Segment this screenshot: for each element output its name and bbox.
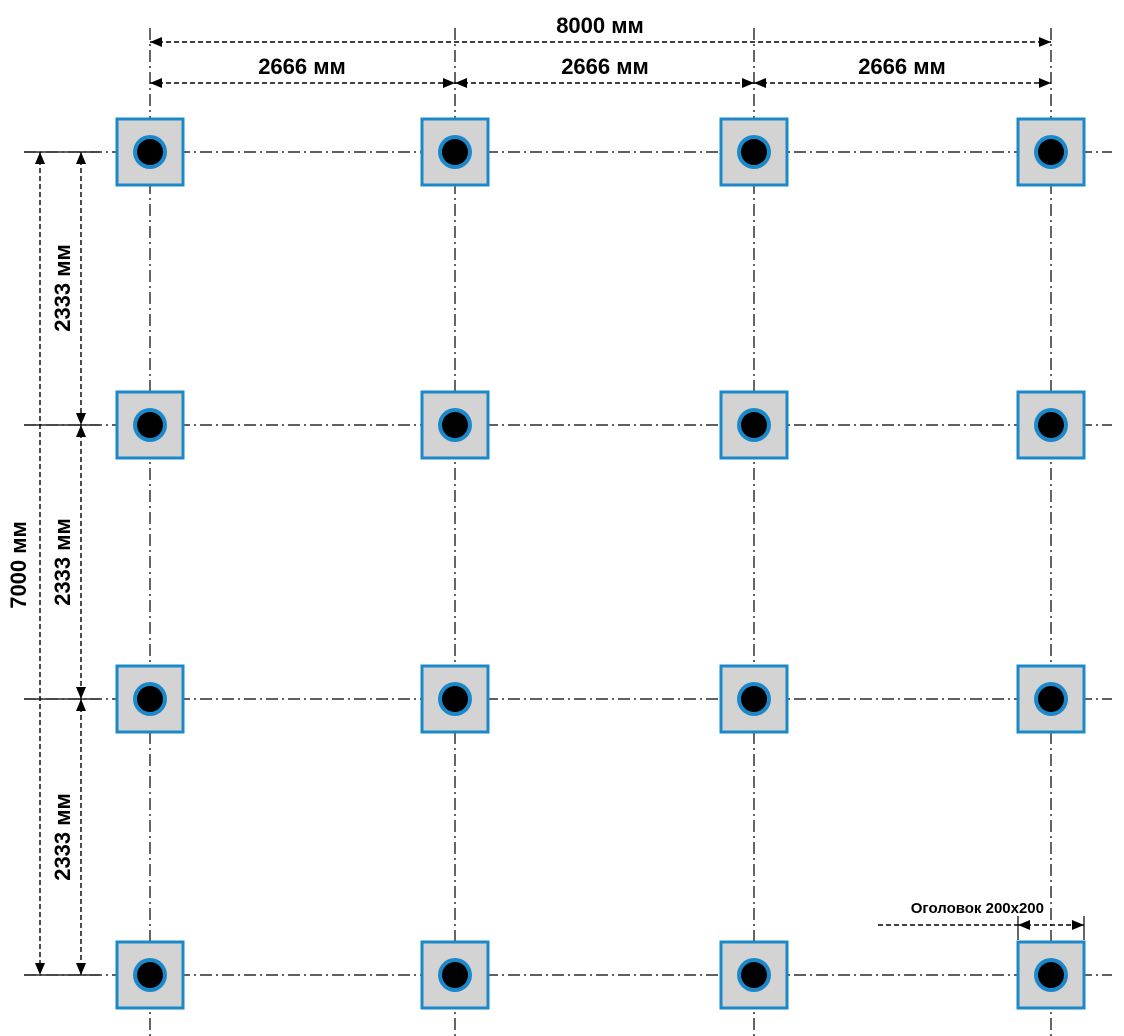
column-spacing-label-2: 2666 мм [561,54,649,79]
arrowhead [35,152,45,164]
pile-core [137,962,163,988]
arrowhead [150,78,162,88]
pile-cap-r1-c2 [420,117,490,187]
pile-cap-r3-c2 [420,664,490,734]
pile-cap-r4-c2 [420,940,490,1010]
pile-head-label: Оголовок 200х200 [911,900,1044,917]
pile-core [442,412,468,438]
arrowhead [76,413,86,425]
pile-core [741,139,767,165]
dimension-lines [24,37,1085,976]
pile-core [1038,686,1064,712]
pile-core [741,412,767,438]
pile-core [1038,139,1064,165]
pile-cap-r2-c2 [420,390,490,460]
overall-height-label: 7000 мм [6,521,31,609]
pile-core [1038,412,1064,438]
arrowhead [76,699,86,711]
pile-core [1038,962,1064,988]
overall-width-label: 8000 мм [556,13,644,38]
arrowhead [76,152,86,164]
pile-core [442,686,468,712]
pile-cap-r1-c4 [1016,117,1086,187]
arrowhead [1039,78,1051,88]
arrowhead [1018,920,1030,930]
pile-core [741,686,767,712]
arrowhead [76,963,86,975]
pile-cap-r4-c3 [719,940,789,1010]
pile-grid [115,117,1086,1010]
axis-lines [24,28,1112,1036]
pile-cap-r2-c1 [115,390,185,460]
column-spacing-label-1: 2666 мм [258,54,346,79]
arrowhead [150,37,162,47]
arrowhead [76,687,86,699]
arrowhead [443,78,455,88]
arrowhead [754,78,766,88]
pile-cap-r2-c3 [719,390,789,460]
pile-core [137,686,163,712]
column-spacing-label-3: 2666 мм [858,54,946,79]
pile-cap-r3-c3 [719,664,789,734]
pile-cap-r3-c1 [115,664,185,734]
row-spacing-label-1: 2333 мм [50,244,75,332]
arrowhead [35,963,45,975]
pile-cap-r4-c1 [115,940,185,1010]
pile-core [137,412,163,438]
pile-cap-r2-c4 [1016,390,1086,460]
arrowhead [742,78,754,88]
pile-cap-r4-c4 [1016,940,1086,1010]
arrowhead [1072,920,1084,930]
row-spacing-label-2: 2333 мм [50,518,75,606]
pile-core [442,962,468,988]
arrowhead [76,425,86,437]
pile-core [137,139,163,165]
pile-cap-square [1016,390,1086,460]
row-spacing-label-3: 2333 мм [50,793,75,881]
pile-core [442,139,468,165]
pile-cap-r1-c1 [115,117,185,187]
pile-core [741,962,767,988]
arrowhead [455,78,467,88]
pile-cap-r1-c3 [719,117,789,187]
arrowhead [1039,37,1051,47]
pile-cap-r3-c4 [1016,664,1086,734]
